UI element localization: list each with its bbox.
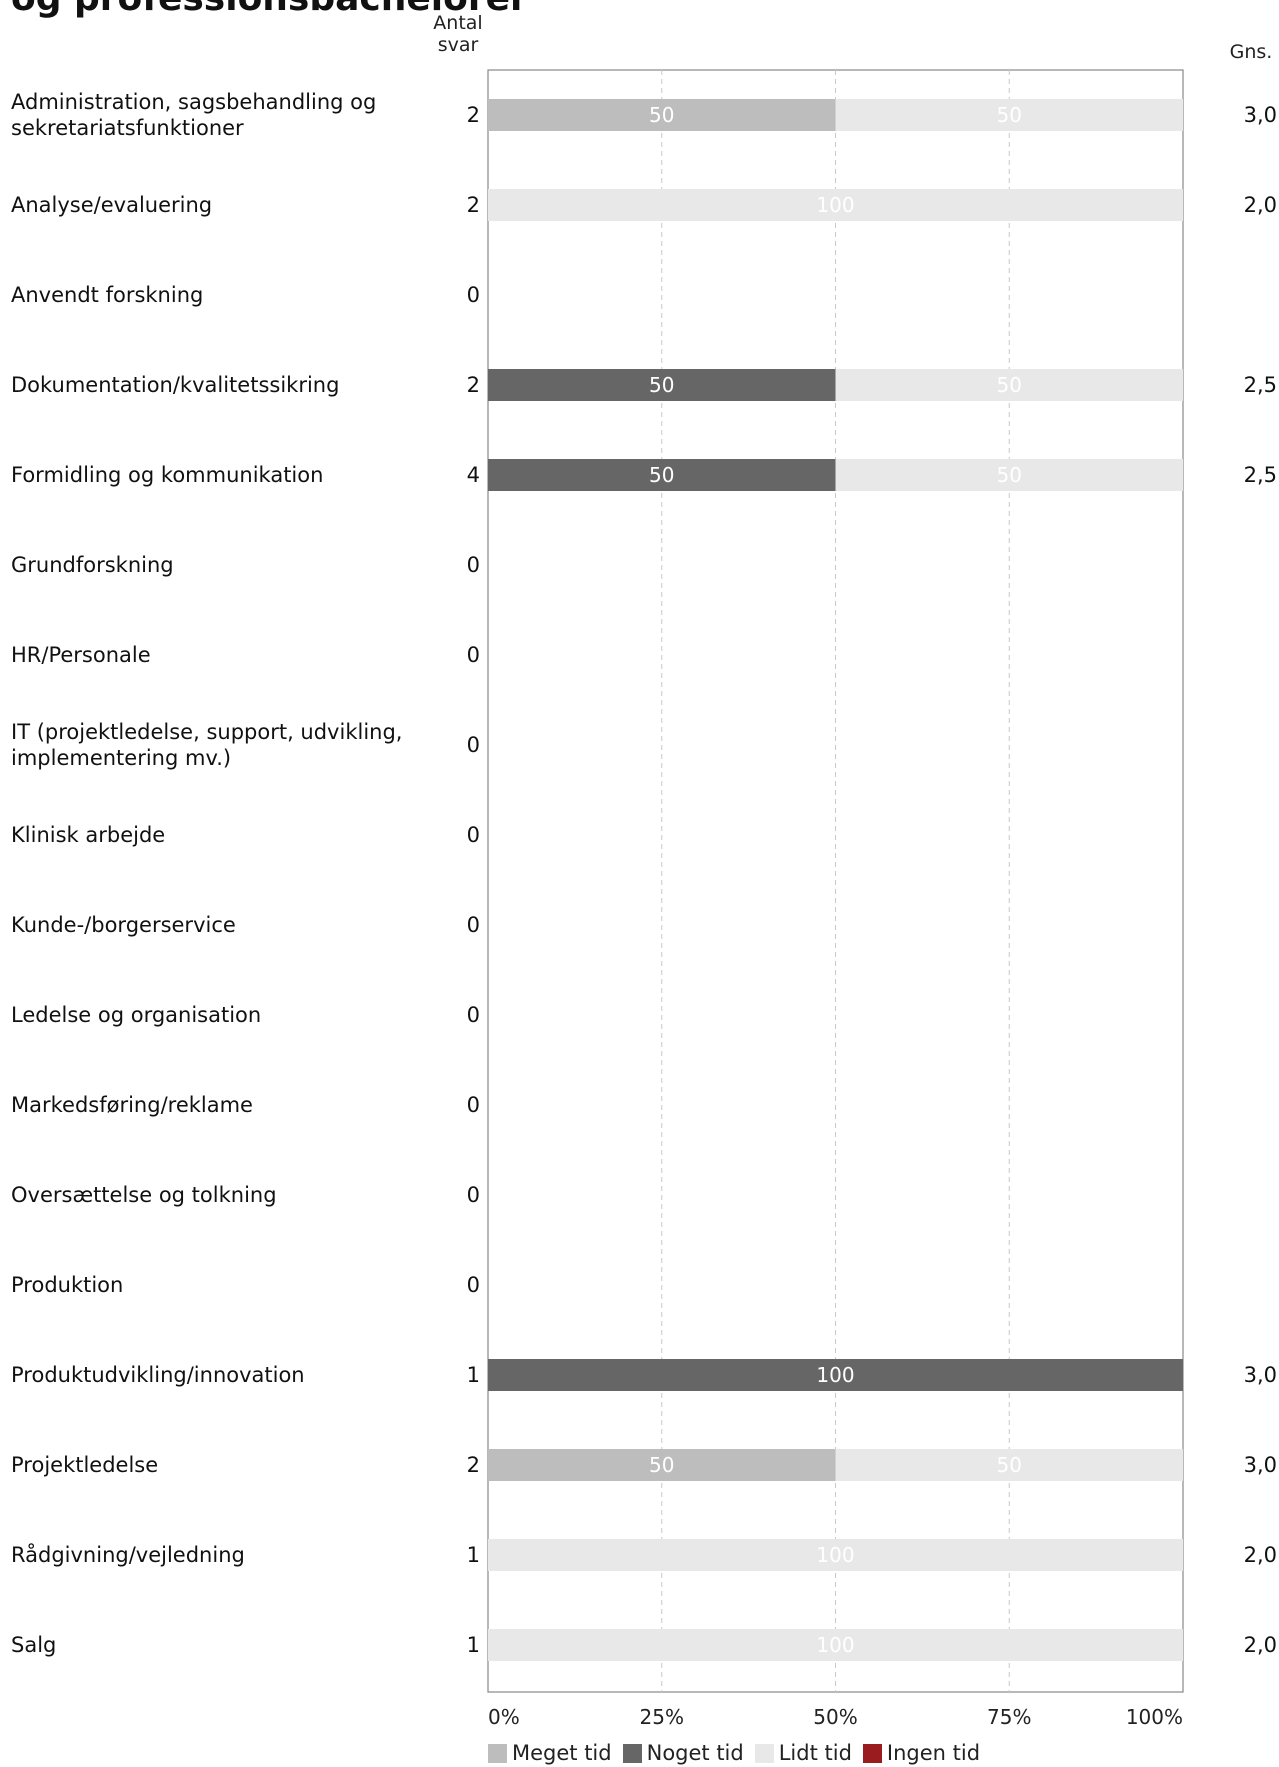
category-label: Ledelse og organisation: [11, 1003, 262, 1027]
bar-segment: [488, 1629, 1183, 1661]
x-tick-label: 0%: [488, 1705, 520, 1729]
category-label: Produktudvikling/innovation: [11, 1363, 305, 1387]
response-count: 0: [466, 823, 480, 847]
bar-data-label: 50: [997, 1453, 1022, 1477]
bar-segment: [835, 369, 1183, 401]
average-value: 2,0: [1243, 193, 1277, 217]
bar-data-label: 50: [649, 373, 674, 397]
response-count: 1: [466, 1633, 480, 1657]
bar-data-label: 50: [997, 103, 1022, 127]
x-tick-label: 75%: [987, 1705, 1031, 1729]
response-count: 0: [466, 553, 480, 577]
category-label: Oversættelse og tolkning: [11, 1183, 277, 1207]
response-count: 0: [466, 733, 480, 757]
response-count: 0: [466, 283, 480, 307]
legend-swatch-lidt-tid: [754, 1743, 774, 1763]
bar-data-label: 50: [997, 463, 1022, 487]
response-count: 0: [466, 1273, 480, 1297]
response-count: 2: [466, 373, 480, 397]
legend-item-meget-tid: Meget tid: [488, 1741, 612, 1765]
average-value: 3,0: [1243, 103, 1277, 127]
bar-segment: [488, 1449, 836, 1481]
category-label: HR/Personale: [11, 643, 151, 667]
bar-data-label: 50: [649, 103, 674, 127]
category-label: Formidling og kommunikation: [11, 463, 324, 487]
category-label: Projektledelse: [11, 1453, 159, 1477]
category-label: Anvendt forskning: [11, 283, 204, 307]
bar-data-label: 100: [816, 193, 854, 217]
category-label: Rådgivning/vejledning: [11, 1543, 245, 1567]
response-count: 1: [466, 1543, 480, 1567]
legend-swatch-ingen-tid: [862, 1743, 882, 1763]
legend-label-ingen-tid: Ingen tid: [886, 1741, 981, 1765]
chart-legend: Meget tid Noget tid Lidt tid Ingen tid: [488, 1741, 991, 1765]
category-label: IT (projektledelse, support, udvikling, …: [11, 720, 403, 770]
average-value: 2,0: [1243, 1633, 1277, 1657]
legend-item-lidt-tid: Lidt tid: [754, 1741, 852, 1765]
legend-label-lidt-tid: Lidt tid: [778, 1741, 852, 1765]
x-tick-label: 100%: [1126, 1705, 1183, 1729]
bar-data-label: 50: [649, 463, 674, 487]
count-column-header: Antal svar: [428, 12, 488, 56]
average-value: 3,0: [1243, 1453, 1277, 1477]
bar-segment: [488, 1359, 1183, 1391]
average-value: 2,0: [1243, 1543, 1277, 1567]
bar-data-label: 50: [649, 1453, 674, 1477]
category-label: Administration, sagsbehandling og sekret…: [11, 90, 377, 140]
response-count: 2: [466, 193, 480, 217]
response-count: 0: [466, 1183, 480, 1207]
bar-segment: [835, 99, 1183, 131]
legend-item-ingen-tid: Ingen tid: [862, 1741, 981, 1765]
category-label: Produktion: [11, 1273, 124, 1297]
response-count: 0: [466, 1003, 480, 1027]
category-label: Analyse/evaluering: [11, 193, 213, 217]
average-value: 2,5: [1243, 373, 1277, 397]
legend-label-meget-tid: Meget tid: [512, 1741, 612, 1765]
category-label: Salg: [11, 1633, 57, 1657]
category-label: Grundforskning: [11, 553, 174, 577]
response-count: 1: [466, 1363, 480, 1387]
avg-column-header: Gns.: [1229, 41, 1273, 63]
legend-swatch-meget-tid: [488, 1743, 507, 1763]
legend-label-noget-tid: Noget tid: [646, 1741, 744, 1765]
response-count: 0: [466, 1093, 480, 1117]
legend-swatch-noget-tid: [622, 1743, 642, 1763]
bar-segment: [835, 1449, 1183, 1481]
response-count: 0: [466, 913, 480, 937]
response-count: 4: [466, 463, 480, 487]
category-label: Kunde-/borgerservice: [11, 913, 236, 937]
count-header-line2: svar: [437, 34, 479, 56]
bar-data-label: 50: [997, 373, 1022, 397]
bar-data-label: 100: [816, 1633, 854, 1657]
bar-segment: [488, 369, 836, 401]
legend-item-noget-tid: Noget tid: [622, 1741, 744, 1765]
chart-title: og professionsbachelorer: [11, 0, 528, 19]
x-tick-label: 25%: [640, 1705, 684, 1729]
bar-data-label: 100: [816, 1363, 854, 1387]
response-count: 2: [466, 1453, 480, 1477]
average-value: 2,5: [1243, 463, 1277, 487]
bar-segment: [488, 189, 1183, 221]
bar-segment: [488, 1539, 1183, 1571]
bar-segment: [835, 459, 1183, 491]
bar-segment: [488, 99, 836, 131]
bar-segment: [488, 459, 836, 491]
category-label: Markedsføring/reklame: [11, 1093, 253, 1117]
average-value: 3,0: [1243, 1363, 1277, 1387]
x-tick-label: 50%: [813, 1705, 857, 1729]
bar-data-label: 100: [816, 1543, 854, 1567]
count-header-line1: Antal: [433, 12, 483, 34]
category-label: Klinisk arbejde: [11, 823, 166, 847]
response-count: 0: [466, 643, 480, 667]
category-label: Dokumentation/kvalitetssikring: [11, 373, 340, 397]
response-count: 2: [466, 103, 480, 127]
